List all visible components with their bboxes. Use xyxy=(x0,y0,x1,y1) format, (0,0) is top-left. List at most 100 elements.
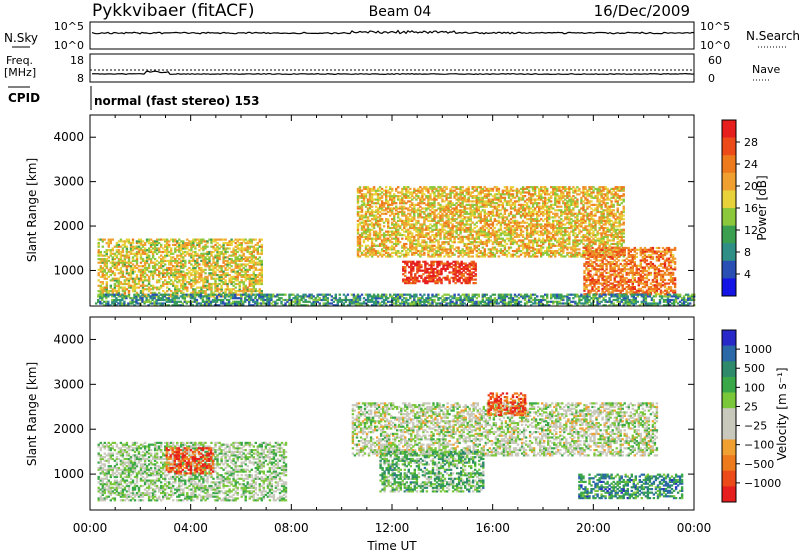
echo-cell xyxy=(362,228,366,231)
echo-cell xyxy=(608,239,611,242)
echo-cell xyxy=(190,249,193,252)
echo-cell xyxy=(111,277,114,280)
echo-cell xyxy=(427,228,430,231)
echo-cell xyxy=(204,265,207,268)
echo-cell xyxy=(439,195,442,198)
echo-cell xyxy=(600,226,603,230)
echo-cell xyxy=(376,207,380,210)
echo-cell xyxy=(481,251,484,254)
echo-cell xyxy=(564,207,567,210)
echo-cell xyxy=(224,247,227,250)
echo-cell xyxy=(588,202,591,205)
echo-cell xyxy=(592,218,595,221)
echo-cell xyxy=(246,250,249,254)
echo-cell xyxy=(401,253,404,256)
echo-cell xyxy=(137,265,141,268)
echo-cell xyxy=(168,275,171,278)
echo-cell xyxy=(101,274,104,277)
echo-cell xyxy=(495,250,499,253)
echo-cell xyxy=(105,290,108,293)
echo-cell xyxy=(385,218,388,221)
echo-cell xyxy=(119,293,123,296)
echo-cell xyxy=(391,255,394,258)
echo-cell xyxy=(612,221,615,224)
echo-cell xyxy=(111,258,114,261)
echo-cell xyxy=(117,279,121,282)
echo-cell xyxy=(109,242,112,245)
echo-cell xyxy=(578,212,581,215)
echo-cell xyxy=(439,187,442,190)
echo-cell xyxy=(129,242,133,245)
echo-cell xyxy=(423,218,426,221)
echo-cell xyxy=(190,256,193,259)
echo-cell xyxy=(602,200,605,203)
echo-cell xyxy=(405,253,408,256)
echo-cell xyxy=(200,240,203,243)
echo-cell xyxy=(558,230,561,233)
echo-cell xyxy=(590,244,593,247)
echo-cell xyxy=(469,246,472,249)
echo-cell xyxy=(125,266,129,270)
echo-cell xyxy=(366,216,370,219)
echo-cell xyxy=(143,259,147,262)
echo-cell xyxy=(360,218,364,221)
echo-cell xyxy=(135,252,139,255)
echo-cell xyxy=(554,189,557,192)
echo-cell xyxy=(536,218,539,221)
echo-cell xyxy=(497,237,501,240)
echo-cell xyxy=(497,209,501,212)
echo-cell xyxy=(206,250,209,254)
echo-cell xyxy=(425,207,428,210)
echo-cell xyxy=(99,268,102,271)
echo-cell xyxy=(461,219,464,222)
echo-cell xyxy=(519,234,523,237)
echo-cell xyxy=(507,221,511,224)
echo-cell xyxy=(119,250,123,254)
echo-cell xyxy=(200,270,203,273)
echo-cell xyxy=(222,274,225,277)
echo-cell xyxy=(616,187,619,190)
echo-cell xyxy=(222,238,225,241)
echo-cell xyxy=(147,242,151,245)
echo-cell xyxy=(200,268,203,271)
echo-cell xyxy=(529,225,533,228)
echo-cell xyxy=(196,254,199,257)
echo-cell xyxy=(158,286,161,289)
echo-cell xyxy=(441,189,444,192)
echo-cell xyxy=(141,259,145,262)
echo-cell xyxy=(445,250,448,253)
echo-cell xyxy=(511,207,515,210)
echo-cell xyxy=(222,295,225,298)
echo-cell xyxy=(153,272,157,275)
echo-cell xyxy=(546,218,549,221)
echo-cell xyxy=(391,210,394,214)
echo-cell xyxy=(521,186,525,189)
echo-cell xyxy=(447,196,450,199)
echo-cell xyxy=(258,272,261,275)
echo-cell xyxy=(431,244,434,247)
echo-cell xyxy=(403,200,406,203)
echo-cell xyxy=(574,225,577,228)
echo-cell xyxy=(443,221,446,224)
echo-cell xyxy=(216,249,219,252)
echo-cell xyxy=(230,265,233,268)
echo-cell xyxy=(131,247,135,250)
echo-cell xyxy=(588,205,591,208)
echo-cell xyxy=(260,249,263,252)
echo-cell xyxy=(552,221,555,224)
echo-cell xyxy=(218,295,221,298)
echo-cell xyxy=(155,242,159,245)
echo-cell xyxy=(105,265,108,268)
echo-cell xyxy=(568,212,571,215)
echo-cell xyxy=(439,207,442,210)
echo-cell xyxy=(574,189,577,192)
echo-cell xyxy=(556,198,559,201)
echo-cell xyxy=(459,196,462,199)
echo-cell xyxy=(463,251,466,254)
echo-cell xyxy=(505,218,509,221)
echo-cell xyxy=(397,234,400,237)
echo-cell xyxy=(483,255,486,258)
echo-cell xyxy=(111,265,114,268)
echo-cell xyxy=(109,252,112,255)
echo-cell xyxy=(99,252,102,255)
